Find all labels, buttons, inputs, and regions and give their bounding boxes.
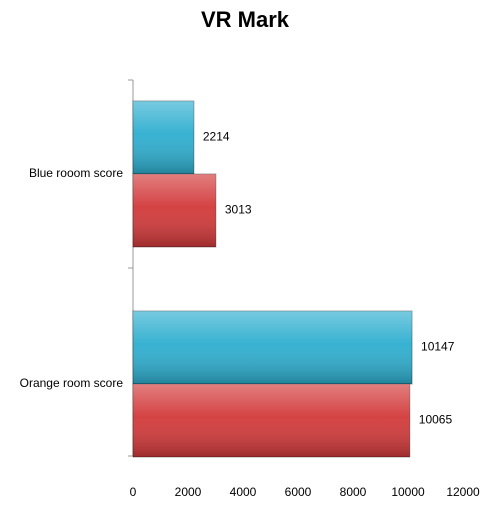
data-label: 2214	[203, 130, 230, 144]
bar-shine	[133, 101, 194, 174]
x-tick-label: 12000	[446, 485, 480, 499]
bar-shine	[133, 384, 410, 457]
y-tick-label: Blue rooom score	[29, 166, 123, 180]
data-label: 10147	[421, 340, 455, 354]
bar-shine	[133, 174, 216, 247]
x-tick-label: 8000	[340, 485, 367, 499]
x-tick-label: 2000	[175, 485, 202, 499]
bar-shine	[133, 311, 413, 384]
x-tick-label: 10000	[391, 485, 425, 499]
data-label: 3013	[225, 203, 252, 217]
x-tick-label: 4000	[230, 485, 257, 499]
x-tick-label: 0	[130, 485, 137, 499]
chart-title: VR Mark	[201, 7, 290, 32]
x-tick-label: 6000	[285, 485, 312, 499]
y-tick-label: Orange room score	[20, 376, 124, 390]
data-label: 10065	[419, 413, 453, 427]
